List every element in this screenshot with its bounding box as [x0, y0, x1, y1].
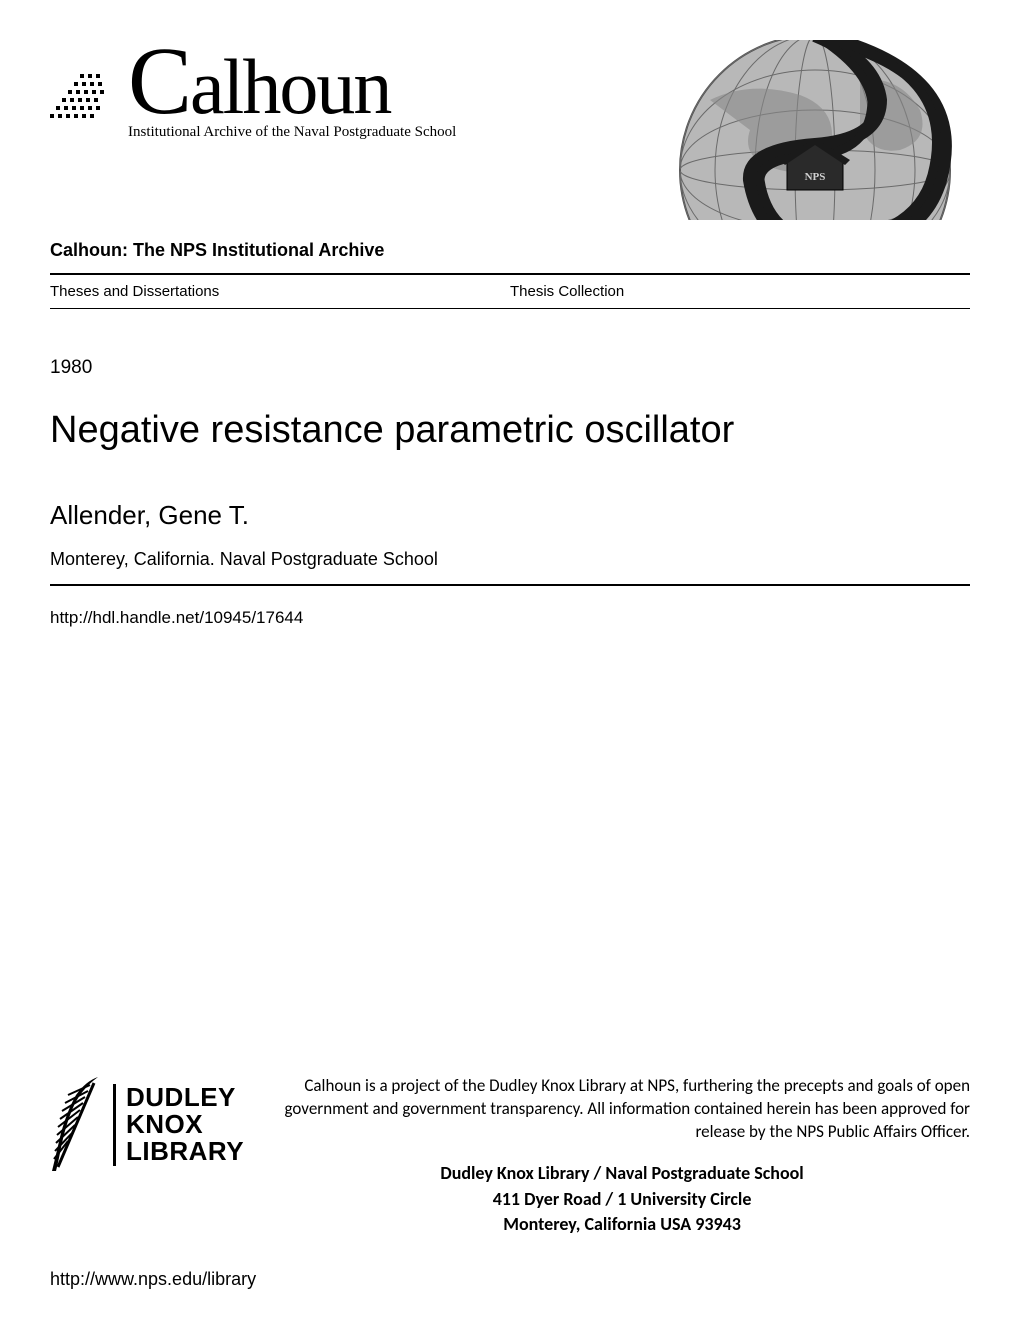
archive-label: Calhoun: The NPS Institutional Archive	[50, 240, 970, 261]
footer-address: Dudley Knox Library / Naval Postgraduate…	[274, 1161, 970, 1237]
collection-row: Theses and Dissertations Thesis Collecti…	[50, 275, 970, 308]
address-line-2: 411 Dyer Road / 1 University Circle	[274, 1187, 970, 1212]
library-name-line3: LIBRARY	[126, 1138, 244, 1165]
calhoun-logo-mark: Calhoun	[50, 40, 456, 122]
library-name: DUDLEY KNOX LIBRARY	[113, 1084, 244, 1166]
record-institution: Monterey, California. Naval Postgraduate…	[50, 549, 970, 570]
address-line-3: Monterey, California USA 93943	[274, 1212, 970, 1237]
feather-icon	[50, 1075, 105, 1175]
dudley-knox-library-logo: DUDLEY KNOX LIBRARY	[50, 1075, 244, 1175]
footer-description: Calhoun is a project of the Dudley Knox …	[274, 1075, 970, 1144]
divider-thin-1	[50, 308, 970, 309]
record-author: Allender, Gene T.	[50, 500, 970, 531]
footer: DUDLEY KNOX LIBRARY Calhoun is a project…	[50, 1075, 970, 1290]
svg-text:NPS: NPS	[805, 171, 826, 183]
collection-name: Thesis Collection	[510, 283, 970, 300]
logo-subtitle: Institutional Archive of the Naval Postg…	[128, 124, 456, 141]
nps-globe-icon: NPS	[660, 40, 970, 220]
footer-row: DUDLEY KNOX LIBRARY Calhoun is a project…	[50, 1075, 970, 1237]
library-name-line2: KNOX	[126, 1111, 244, 1138]
library-name-line1: DUDLEY	[126, 1084, 244, 1111]
record-title: Negative resistance parametric oscillato…	[50, 409, 970, 452]
collection-type: Theses and Dissertations	[50, 283, 510, 300]
address-line-1: Dudley Knox Library / Naval Postgraduate…	[274, 1161, 970, 1186]
divider-thick-2	[50, 584, 970, 586]
record-handle-url[interactable]: http://hdl.handle.net/10945/17644	[50, 608, 970, 628]
header-row: Calhoun Institutional Archive of the Nav…	[50, 40, 970, 220]
footer-right: Calhoun is a project of the Dudley Knox …	[274, 1075, 970, 1237]
record-year: 1980	[50, 357, 970, 379]
dots-pattern-icon	[50, 62, 120, 122]
calhoun-logo: Calhoun Institutional Archive of the Nav…	[50, 40, 456, 141]
calhoun-logo-text: Calhoun	[128, 40, 390, 122]
library-url[interactable]: http://www.nps.edu/library	[50, 1269, 970, 1290]
